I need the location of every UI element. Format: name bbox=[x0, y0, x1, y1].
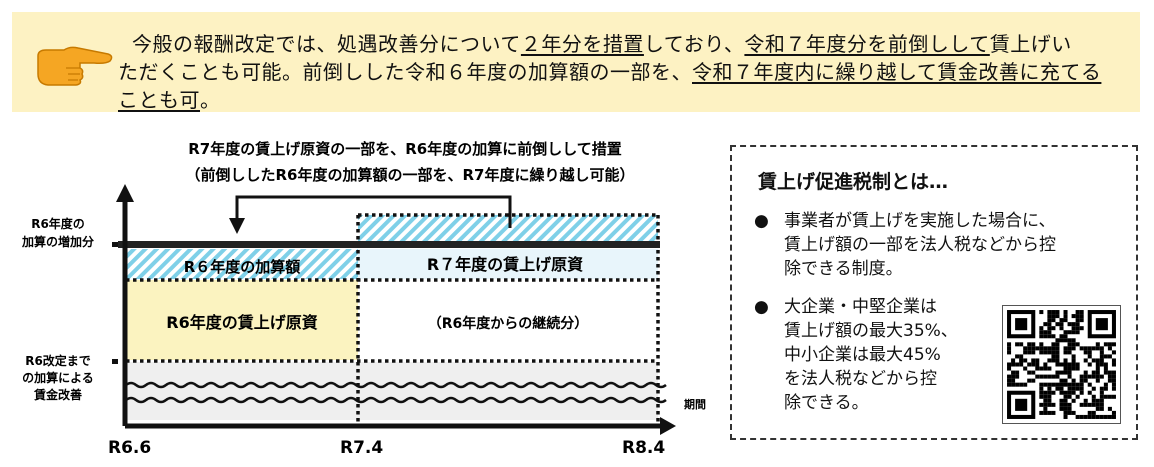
y-label-bottom: R6改定まで bbox=[25, 353, 91, 368]
r6-funds-label: R6年度の賃上げ原資 bbox=[166, 313, 317, 332]
r6-increase-line bbox=[118, 241, 660, 248]
underlined-text: ２年分を措置 bbox=[520, 32, 644, 56]
x-axis-arrow-icon bbox=[660, 417, 676, 435]
arrow-down-icon bbox=[229, 218, 245, 234]
x-axis-label: 期間 bbox=[684, 397, 706, 411]
r6-addition-label: R６年度の加算額 bbox=[184, 258, 301, 276]
r6-continued-label: （R6年度からの継続分） bbox=[428, 315, 589, 332]
dotted-lines bbox=[126, 213, 660, 425]
text: 除できる。 bbox=[784, 393, 869, 413]
qr-code-icon[interactable] bbox=[1002, 305, 1121, 424]
diagram-subtitle: （前倒ししたR6年度の加算額の一部を、R7年度に繰り越し可能） bbox=[186, 166, 635, 184]
text: 除できる制度。 bbox=[784, 259, 903, 279]
text: を法人税などから控 bbox=[784, 369, 937, 389]
text: 賃上げい bbox=[989, 32, 1072, 56]
x-tick: R7.4 bbox=[340, 438, 383, 458]
bullet-icon: ● bbox=[754, 297, 769, 317]
wavy-lines bbox=[125, 381, 667, 404]
y-label-bottom: 賃金改善 bbox=[33, 387, 82, 402]
bullet-icon: ● bbox=[754, 211, 769, 231]
text: ただくことも可能。前倒しした令和６年度の加算額の一部を、 bbox=[118, 60, 692, 84]
notice-text: 今般の報酬改定では、処遇改善分について２年分を措置しており、令和７年度分を前倒し… bbox=[118, 30, 1148, 114]
r6-addition-area bbox=[126, 249, 358, 279]
y-label-top: R6年度の bbox=[31, 216, 85, 231]
r7-advance-area bbox=[358, 215, 658, 242]
text: 大企業・中堅企業は bbox=[784, 297, 937, 317]
advance-arrow bbox=[235, 195, 512, 228]
underlined-text: ことも可 bbox=[118, 88, 200, 112]
underlined-text: 令和７年度内に繰り越して賃金改善に充てる bbox=[692, 60, 1102, 84]
r7-funds-area bbox=[358, 249, 658, 279]
text: 。 bbox=[200, 88, 221, 112]
text: 賃上げ額の最大35%、 bbox=[784, 321, 958, 341]
x-tick: R8.4 bbox=[622, 438, 665, 458]
text: 中小企業は最大45% bbox=[784, 345, 941, 365]
notice-banner: 今般の報酬改定では、処遇改善分について２年分を措置しており、令和７年度分を前倒し… bbox=[12, 12, 1140, 112]
y-label-top: 加算の増加分 bbox=[21, 234, 94, 249]
text: 今般の報酬改定では、処遇改善分について bbox=[132, 32, 521, 56]
base-improvement-area bbox=[126, 362, 658, 420]
tax-system-box: 賃上げ促進税制とは… ● 事業者が賃上げを実施した場合に、 賃上げ額の一部を法人税… bbox=[730, 145, 1138, 440]
r6-funds-area bbox=[126, 280, 358, 360]
underlined-text: 令和７年度分を前倒しして bbox=[744, 32, 990, 56]
y-label-bottom: の加算による bbox=[22, 370, 94, 385]
r7-funds-label: R７年度の賃上げ原資 bbox=[427, 255, 583, 274]
diagram-title: R7年度の賃上げ原資の一部を、R6年度の加算に前倒しして措置 bbox=[188, 140, 622, 158]
tax-box-title: 賃上げ促進税制とは… bbox=[758, 171, 949, 193]
x-tick: R6.6 bbox=[108, 438, 151, 458]
pointing-hand-icon bbox=[37, 46, 113, 86]
text: 賃上げ額の一部を法人税などから控 bbox=[784, 235, 1056, 255]
text: しており、 bbox=[643, 32, 745, 56]
wage-diagram: R7年度の賃上げ原資の一部を、R6年度の加算に前倒しして措置 （前倒ししたR6年… bbox=[21, 140, 706, 458]
text: 事業者が賃上げを実施した場合に、 bbox=[784, 211, 1056, 231]
y-axis-arrow-icon bbox=[116, 184, 134, 202]
